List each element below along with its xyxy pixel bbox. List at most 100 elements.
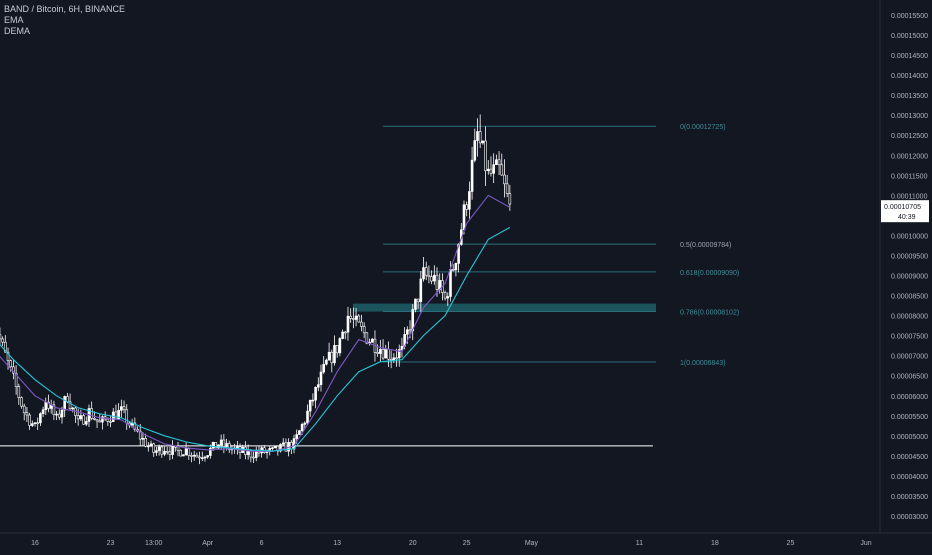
- candle-body: [203, 456, 207, 459]
- price-tick-label: 0.00005000: [891, 434, 928, 441]
- candle-body: [341, 331, 344, 339]
- time-tick-label: 16: [31, 540, 39, 547]
- candle-body: [79, 415, 83, 420]
- candle-body: [82, 415, 85, 425]
- candle-body: [430, 276, 433, 282]
- candle-body: [352, 318, 355, 320]
- candle-body: [165, 450, 169, 453]
- time-tick-label: 18: [711, 540, 719, 547]
- candle-body: [41, 409, 45, 414]
- candle-body: [144, 437, 147, 447]
- candle-body: [316, 384, 320, 388]
- candle-body: [468, 191, 471, 210]
- candle-body: [176, 446, 180, 451]
- candle-body: [424, 267, 428, 276]
- candle-body: [60, 409, 64, 418]
- candle-body: [322, 363, 325, 373]
- candle-body: [157, 446, 161, 451]
- time-tick-label: 11: [636, 540, 643, 547]
- candle-body: [443, 292, 447, 299]
- candle-body: [505, 183, 509, 194]
- candle-body: [155, 450, 158, 453]
- price-tick-label: 0.00004500: [891, 454, 928, 461]
- candle-body: [31, 423, 34, 426]
- candle-body: [114, 411, 118, 420]
- candle-body: [392, 357, 396, 361]
- candle-body: [435, 274, 439, 291]
- candle-body: [503, 174, 506, 185]
- price-tick-label: 0.00005500: [891, 414, 928, 421]
- candle-body: [349, 315, 352, 319]
- price-tick-label: 0.00015000: [891, 33, 928, 40]
- price-tick-label: 0.00006500: [891, 374, 928, 381]
- candle-body: [333, 345, 336, 364]
- candle-body: [4, 341, 7, 353]
- candle-body: [14, 372, 18, 387]
- candle-body: [163, 450, 166, 455]
- resistance-zone: [352, 303, 656, 312]
- candle-body: [449, 269, 452, 297]
- candle-body: [93, 417, 96, 420]
- price-tick-label: 0.00013000: [891, 113, 928, 120]
- last-price-badge: [881, 200, 929, 223]
- price-tick-label: 0.00012000: [891, 153, 928, 160]
- candle-body: [0, 334, 2, 340]
- candle-body: [187, 448, 191, 456]
- candle-body: [1, 338, 4, 343]
- candle-body: [211, 441, 215, 449]
- price-tick-label: 0.00007500: [891, 334, 928, 341]
- price-tick-label: 0.00011000: [891, 193, 928, 200]
- candle-body: [343, 331, 347, 334]
- candle-body: [6, 351, 10, 361]
- candle-body: [254, 451, 258, 459]
- candle-body: [492, 164, 495, 174]
- price-tick-label: 0.00014500: [891, 53, 928, 60]
- candle-body: [451, 269, 455, 271]
- candle-body: [476, 131, 479, 141]
- fib-level-label: 0(0.00012725): [680, 124, 726, 131]
- time-tick-label: 6: [260, 540, 264, 547]
- candle-body: [422, 267, 425, 280]
- dema-indicator-label[interactable]: DEMA: [4, 26, 31, 36]
- candle-body: [462, 204, 466, 231]
- candle-body: [39, 413, 42, 424]
- candle-body: [222, 439, 226, 447]
- candle-body: [68, 401, 72, 409]
- candle-body: [330, 351, 334, 364]
- candle-body: [295, 434, 299, 439]
- candle-body: [206, 455, 209, 458]
- candle-body: [376, 352, 379, 354]
- candle-body: [90, 408, 93, 419]
- candle-body: [57, 413, 61, 418]
- price-tick-label: 0.00008000: [891, 314, 928, 321]
- candle-body: [414, 298, 417, 310]
- candle-body: [214, 441, 218, 449]
- time-tick-label: Apr: [202, 540, 214, 547]
- price-tick-label: 0.00012500: [891, 133, 928, 140]
- candle-body: [200, 457, 204, 459]
- ema-indicator-label[interactable]: EMA: [4, 15, 24, 25]
- candle-body: [408, 329, 412, 332]
- candle-body: [271, 447, 274, 449]
- candle-body: [71, 407, 75, 410]
- candle-body: [47, 401, 50, 409]
- candle-body: [325, 359, 328, 365]
- candle-body: [486, 168, 490, 172]
- candle-body: [346, 315, 350, 333]
- ema-line: [0, 226, 511, 452]
- symbol-title: BAND / Bitcoin, 6H, BINANCE: [4, 4, 126, 14]
- candle-body: [160, 446, 164, 455]
- candle-body: [184, 448, 188, 456]
- price-tick-label: 0.00009500: [891, 253, 928, 260]
- candle-body: [138, 430, 142, 440]
- last-price-value: 0.00010705: [884, 204, 921, 211]
- candle-body: [290, 441, 293, 450]
- price-tick-label: 0.00011500: [891, 173, 928, 180]
- candle-body: [219, 439, 223, 446]
- candle-body: [36, 422, 39, 425]
- candle-body: [63, 396, 66, 411]
- candle-body: [236, 446, 239, 449]
